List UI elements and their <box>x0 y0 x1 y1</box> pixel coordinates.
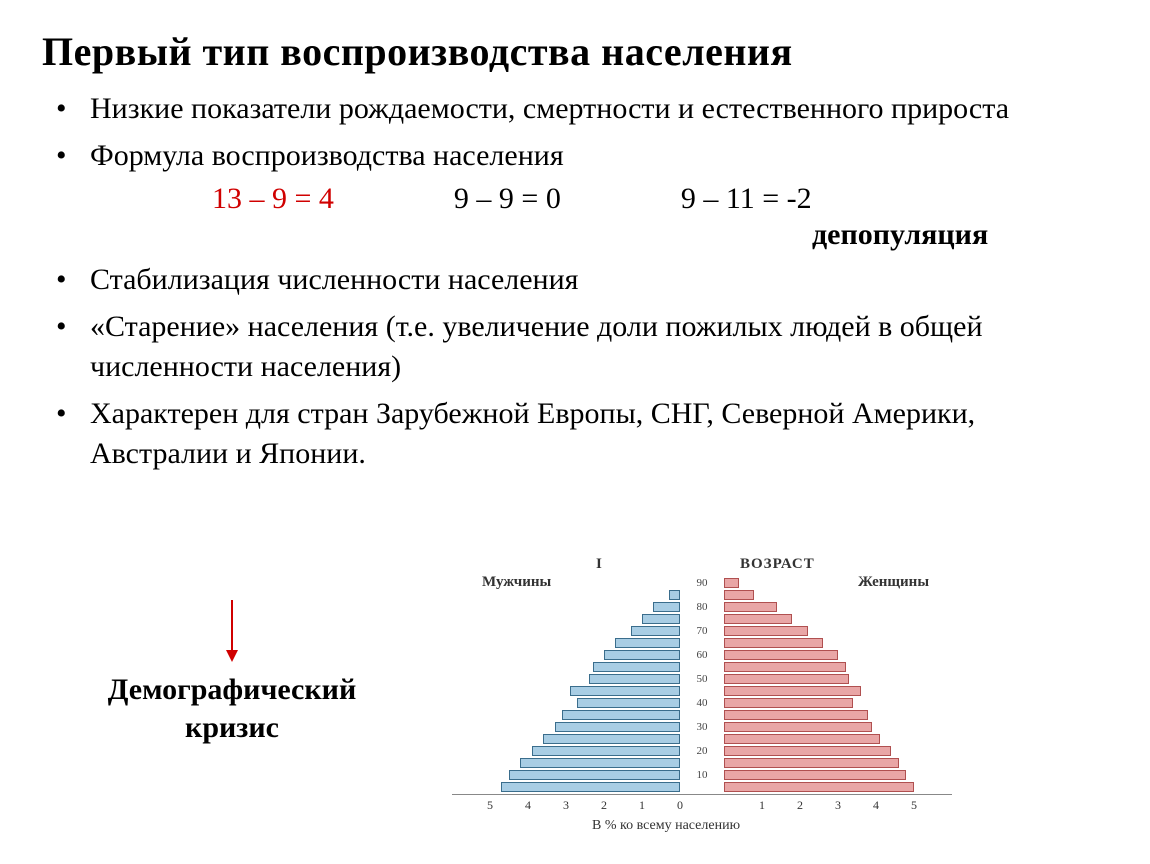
formula-1: 13 – 9 = 4 <box>212 182 334 216</box>
pyramid-bar-male <box>509 770 680 780</box>
pyramid-x-tick: 4 <box>525 798 531 813</box>
pyramid-bar-female <box>724 686 861 696</box>
pyramid-bar-female <box>724 626 808 636</box>
pyramid-x-tick: 2 <box>601 798 607 813</box>
pyramid-bar-female <box>724 746 891 756</box>
pyramid-bar-male <box>604 650 680 660</box>
pyramid-bar-female <box>724 698 853 708</box>
pyramid-bar-female <box>724 758 899 768</box>
formula-row: 13 – 9 = 4 9 – 9 = 0 9 – 11 = -2 <box>42 182 1108 216</box>
formula-3: 9 – 11 = -2 <box>681 182 812 216</box>
pyramid-bars: 908070605040302010 <box>452 578 952 808</box>
bullet-item: «Старение» населения (т.е. увеличение до… <box>52 307 1108 388</box>
pyramid-x-label: В % ко всему населению <box>592 818 740 834</box>
population-pyramid: I ВОЗРАСТ Мужчины Женщины 90807060504030… <box>422 560 982 850</box>
pyramid-row <box>452 638 952 649</box>
pyramid-bar-female <box>724 590 754 600</box>
pyramid-bar-male <box>570 686 680 696</box>
pyramid-row <box>452 746 952 757</box>
pyramid-bar-male <box>520 758 680 768</box>
pyramid-bar-male <box>577 698 680 708</box>
arrow-down-icon <box>231 600 233 662</box>
pyramid-row <box>452 686 952 697</box>
pyramid-row <box>452 626 952 637</box>
pyramid-row <box>452 590 952 601</box>
pyramid-bar-female <box>724 710 868 720</box>
pyramid-row <box>452 782 952 793</box>
pyramid-row <box>452 650 952 661</box>
pyramid-x-tick: 5 <box>911 798 917 813</box>
pyramid-bar-male <box>669 590 680 600</box>
pyramid-bar-male <box>501 782 680 792</box>
pyramid-bar-female <box>724 638 823 648</box>
pyramid-bar-male <box>653 602 680 612</box>
crisis-text: Демографический кризис <box>42 671 422 746</box>
page-title: Первый тип воспроизводства населения <box>42 28 1108 75</box>
pyramid-x-tick: 4 <box>873 798 879 813</box>
crisis-line-2: кризис <box>185 711 279 744</box>
pyramid-x-tick: 3 <box>835 798 841 813</box>
pyramid-bar-female <box>724 650 838 660</box>
pyramid-row <box>452 674 952 685</box>
pyramid-bar-male <box>593 662 680 672</box>
pyramid-bar-male <box>615 638 680 648</box>
pyramid-bar-male <box>532 746 680 756</box>
pyramid-x-tick: 3 <box>563 798 569 813</box>
pyramid-x-tick: 1 <box>639 798 645 813</box>
pyramid-bar-female <box>724 734 880 744</box>
crisis-block: Демографический кризис <box>42 560 422 850</box>
pyramid-row <box>452 722 952 733</box>
pyramid-row <box>452 770 952 781</box>
pyramid-x-tick: 2 <box>797 798 803 813</box>
pyramid-bar-male <box>555 722 680 732</box>
depopulation-label: депопуляция <box>42 218 1108 252</box>
pyramid-bar-male <box>543 734 680 744</box>
formula-2: 9 – 9 = 0 <box>454 182 561 216</box>
bullet-item: Стабилизация численности населения <box>52 260 1108 301</box>
pyramid-bar-male <box>589 674 680 684</box>
pyramid-bar-female <box>724 662 846 672</box>
bullet-item: Формула воспроизводства населения <box>52 136 1108 177</box>
pyramid-x-tick: 0 <box>677 798 683 813</box>
pyramid-bar-female <box>724 722 872 732</box>
pyramid-label-age: ВОЗРАСТ <box>740 556 815 573</box>
pyramid-bar-female <box>724 602 777 612</box>
pyramid-x-tick: 5 <box>487 798 493 813</box>
bullet-list-2: Стабилизация численности населения «Стар… <box>42 260 1108 475</box>
pyramid-bar-female <box>724 578 739 588</box>
pyramid-x-axis: В % ко всему населению 5 4 3 2 1 0 1 2 3 4 5 <box>452 798 952 838</box>
crisis-line-1: Демографический <box>108 673 356 706</box>
pyramid-row <box>452 602 952 613</box>
pyramid-row <box>452 758 952 769</box>
pyramid-bar-male <box>642 614 680 624</box>
bullet-list: Низкие показатели рождаемости, смертност… <box>42 89 1108 176</box>
pyramid-x-tick: 1 <box>759 798 765 813</box>
pyramid-row <box>452 698 952 709</box>
pyramid-bar-female <box>724 674 849 684</box>
pyramid-baseline <box>452 794 952 795</box>
bullet-item: Низкие показатели рождаемости, смертност… <box>52 89 1108 130</box>
pyramid-row <box>452 734 952 745</box>
pyramid-label-I: I <box>596 556 602 573</box>
pyramid-bar-female <box>724 770 906 780</box>
pyramid-bar-female <box>724 614 792 624</box>
pyramid-bar-male <box>631 626 680 636</box>
pyramid-bar-male <box>562 710 680 720</box>
pyramid-row <box>452 710 952 721</box>
pyramid-row <box>452 662 952 673</box>
bullet-item: Характерен для стран Зарубежной Европы, … <box>52 394 1108 475</box>
pyramid-bar-female <box>724 782 914 792</box>
pyramid-row <box>452 578 952 589</box>
pyramid-row <box>452 614 952 625</box>
